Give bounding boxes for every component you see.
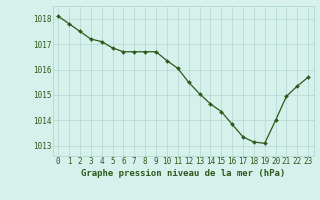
X-axis label: Graphe pression niveau de la mer (hPa): Graphe pression niveau de la mer (hPa): [81, 169, 285, 178]
